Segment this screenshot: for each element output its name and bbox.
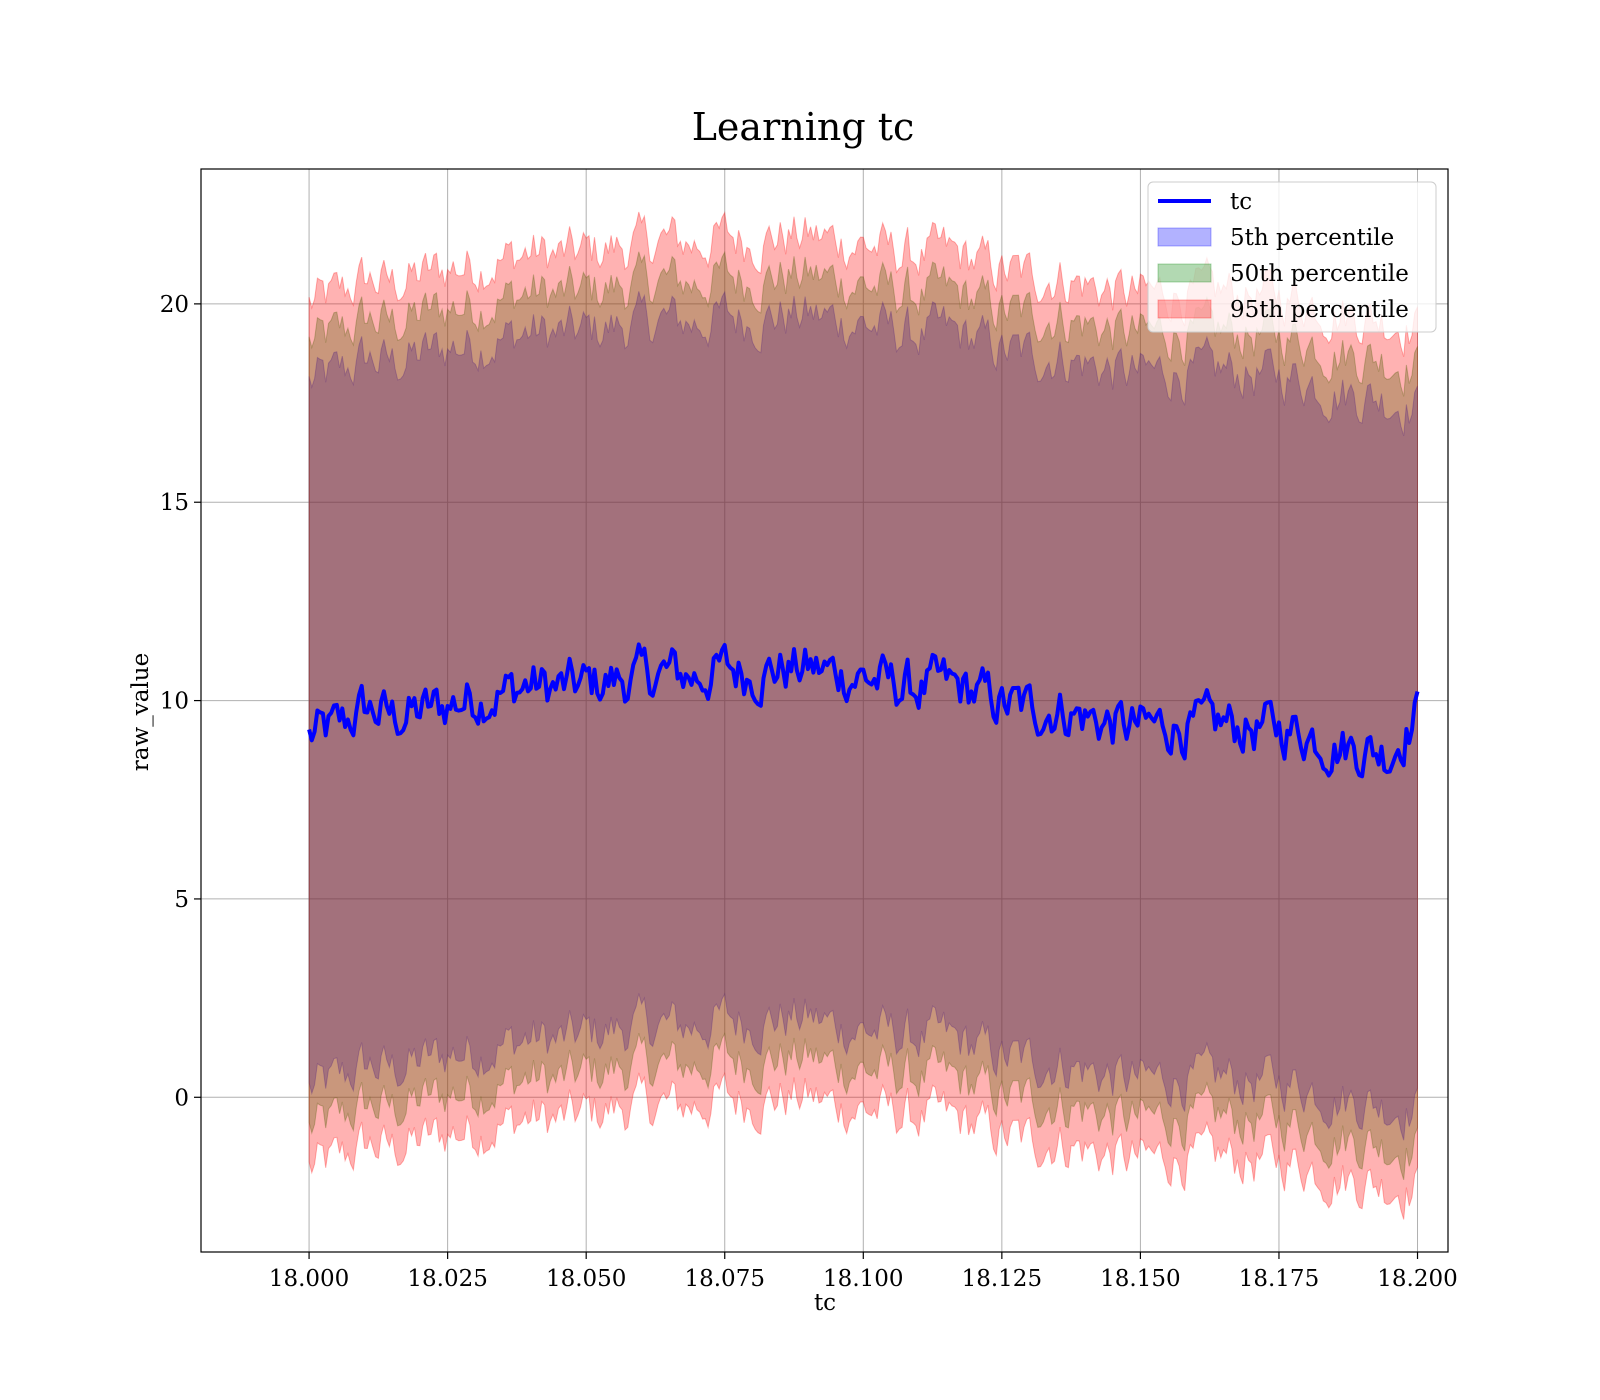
legend-label-50th: 50th percentile — [1230, 261, 1409, 287]
y-tick-label: 5 — [174, 887, 189, 913]
legend-box — [1147, 181, 1437, 333]
plot-area — [200, 168, 1449, 1253]
x-tick-label: 18.100 — [823, 1266, 903, 1292]
legend-swatch-5th — [1157, 227, 1212, 247]
x-tick-label: 18.050 — [546, 1266, 626, 1292]
band-5th-percentile — [308, 290, 1418, 1141]
x-tick-label: 18.150 — [1100, 1266, 1180, 1292]
y-tick-label: 20 — [160, 292, 189, 318]
legend-label-5th: 5th percentile — [1230, 225, 1394, 251]
tc-line-layer — [307, 642, 1420, 779]
y-axis-ticks: 0 5 10 15 20 — [160, 292, 201, 1111]
x-tick-label: 18.125 — [962, 1266, 1042, 1292]
legend-swatch-95th — [1157, 299, 1212, 319]
chart-title: Learning tc — [692, 105, 915, 149]
legend-label-95th: 95th percentile — [1230, 297, 1409, 323]
y-axis-label: raw_value — [128, 653, 154, 771]
x-tick-label: 18.075 — [684, 1266, 764, 1292]
band-50th-percentile — [308, 250, 1418, 1180]
y-tick-label: 10 — [160, 689, 189, 715]
y-tick-label: 0 — [174, 1085, 189, 1111]
x-tick-label: 18.200 — [1377, 1266, 1457, 1292]
x-tick-label: 18.000 — [269, 1266, 349, 1292]
percentile-bands — [308, 211, 1418, 1220]
x-tick-label: 18.175 — [1239, 1266, 1319, 1292]
band-95th-percentile — [308, 211, 1418, 1220]
legend-label-tc: tc — [1230, 189, 1252, 215]
x-tick-label: 18.025 — [407, 1266, 487, 1292]
tc-series-line — [307, 642, 1420, 779]
legend-swatch-50th — [1157, 263, 1212, 283]
legend: tc 5th percentile 50th percentile 95th p… — [1147, 181, 1437, 333]
x-axis-label: tc — [814, 1290, 836, 1316]
x-axis-ticks: 18.000 18.025 18.050 18.075 18.100 18.125 18.1… — [269, 1252, 1458, 1292]
y-tick-label: 15 — [160, 490, 189, 516]
plot-frame — [200, 168, 1449, 1253]
